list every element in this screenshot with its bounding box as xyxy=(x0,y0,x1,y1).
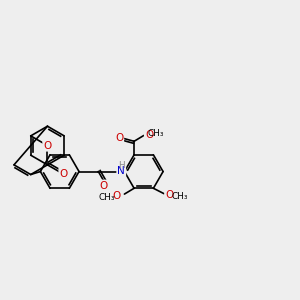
Text: O: O xyxy=(115,134,123,143)
Text: CH₃: CH₃ xyxy=(148,129,164,138)
Text: O: O xyxy=(43,140,52,151)
Text: CH₃: CH₃ xyxy=(98,193,115,202)
Text: N: N xyxy=(117,166,125,176)
Text: O: O xyxy=(113,190,121,201)
Text: O: O xyxy=(100,181,108,190)
Text: CH₃: CH₃ xyxy=(171,192,188,201)
Text: O: O xyxy=(59,169,68,178)
Text: O: O xyxy=(145,130,153,140)
Text: H: H xyxy=(118,161,124,170)
Text: O: O xyxy=(165,190,173,200)
